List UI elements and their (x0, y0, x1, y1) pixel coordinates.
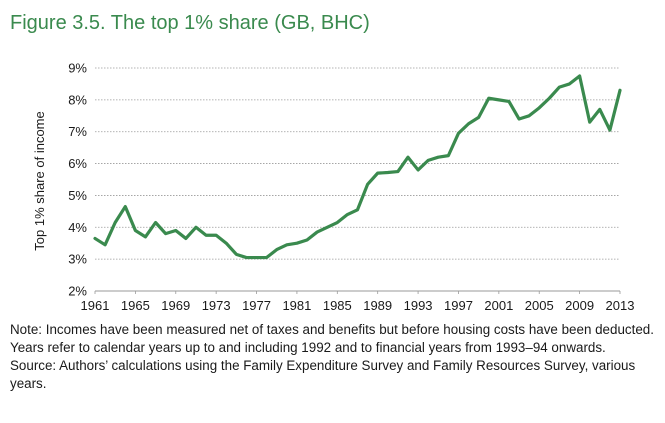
data-point (497, 98, 501, 102)
y-tick-label: 8% (68, 92, 87, 107)
x-tick-label: 1961 (81, 298, 110, 313)
series-line (93, 74, 622, 260)
data-point (426, 159, 430, 162)
data-point (598, 108, 602, 111)
data-point (225, 242, 228, 245)
data-point (144, 235, 147, 239)
data-point (336, 221, 339, 224)
x-axis-ticks: 1961 1965 1969 1973 1977 1981 1985 1989 1993 1997… (81, 291, 635, 313)
data-point (214, 234, 218, 237)
x-tick-label: 2001 (484, 298, 513, 313)
y-tick-label: 4% (68, 220, 87, 235)
grid-lines (95, 67, 620, 292)
data-point (295, 242, 299, 245)
data-point (356, 208, 359, 211)
x-tick-label: 1977 (242, 298, 271, 313)
data-point (124, 205, 127, 208)
series-layer (93, 74, 622, 260)
data-point (315, 230, 319, 234)
data-point (538, 106, 541, 110)
x-tick-label: 1965 (121, 298, 150, 313)
line-chart: 2% 3% 4% 5% 6% 7% 8% 9% 1961 1965 1969 1973 1977 198… (32, 61, 635, 314)
data-point (618, 89, 622, 92)
data-point (346, 213, 349, 216)
figure-source: Source: Authors’ calculations using the … (10, 358, 636, 391)
data-point (113, 221, 117, 224)
x-tick-label: 2005 (525, 298, 554, 313)
data-point (164, 232, 167, 235)
data-point (568, 82, 571, 86)
data-point (588, 120, 591, 124)
data-point (558, 85, 561, 89)
y-tick-label: 2% (68, 284, 87, 299)
y-tick-label: 5% (68, 188, 87, 203)
data-point (548, 97, 551, 100)
y-axis-ticks: 2% 3% 4% 5% 6% 7% 8% 9% (68, 61, 87, 299)
data-point (517, 117, 521, 121)
data-point (134, 229, 137, 232)
y-tick-label: 9% (68, 61, 87, 76)
x-tick-label: 1985 (323, 298, 352, 313)
data-point (416, 168, 420, 172)
data-point (386, 171, 389, 174)
data-point (467, 122, 470, 125)
data-point (194, 226, 198, 229)
data-point (245, 256, 248, 259)
data-point (507, 100, 511, 103)
data-point (437, 156, 440, 159)
data-point (103, 243, 107, 247)
y-tick-label: 6% (68, 156, 87, 171)
x-tick-label: 1989 (363, 298, 392, 313)
data-point (93, 237, 97, 240)
data-point (366, 183, 369, 186)
data-point (305, 238, 309, 242)
data-point (477, 116, 480, 119)
data-point (608, 128, 612, 132)
data-point (457, 132, 460, 135)
data-point (174, 229, 177, 232)
data-point (578, 74, 581, 78)
x-tick-label: 1969 (161, 298, 190, 313)
figure-note: Note: Incomes have been measured net of … (10, 322, 654, 355)
data-point (396, 170, 400, 173)
data-point (376, 171, 379, 175)
y-tick-label: 3% (68, 252, 87, 267)
data-point (487, 97, 490, 100)
figure-title: Figure 3.5. The top 1% share (GB, BHC) (10, 12, 370, 34)
data-point (275, 248, 278, 251)
data-point (406, 156, 410, 159)
data-point (527, 114, 531, 117)
x-tick-label: 2009 (565, 298, 594, 313)
x-tick-label: 1997 (444, 298, 473, 313)
y-axis-title: Top 1% share of income (32, 111, 47, 250)
x-tick-label: 1993 (404, 298, 433, 313)
figure-notes: Note: Incomes have been measured net of … (10, 321, 660, 393)
data-point (447, 154, 450, 157)
data-point (204, 234, 208, 237)
data-point (255, 256, 258, 259)
data-point (235, 253, 238, 256)
data-point (265, 256, 268, 259)
x-tick-label: 1973 (202, 298, 231, 313)
data-point (184, 237, 188, 240)
x-tick-label: 2013 (606, 298, 635, 313)
y-tick-label: 7% (68, 124, 87, 139)
data-point (154, 221, 157, 224)
x-tick-label: 1981 (282, 298, 311, 313)
data-point (285, 243, 289, 247)
data-point (326, 226, 329, 229)
